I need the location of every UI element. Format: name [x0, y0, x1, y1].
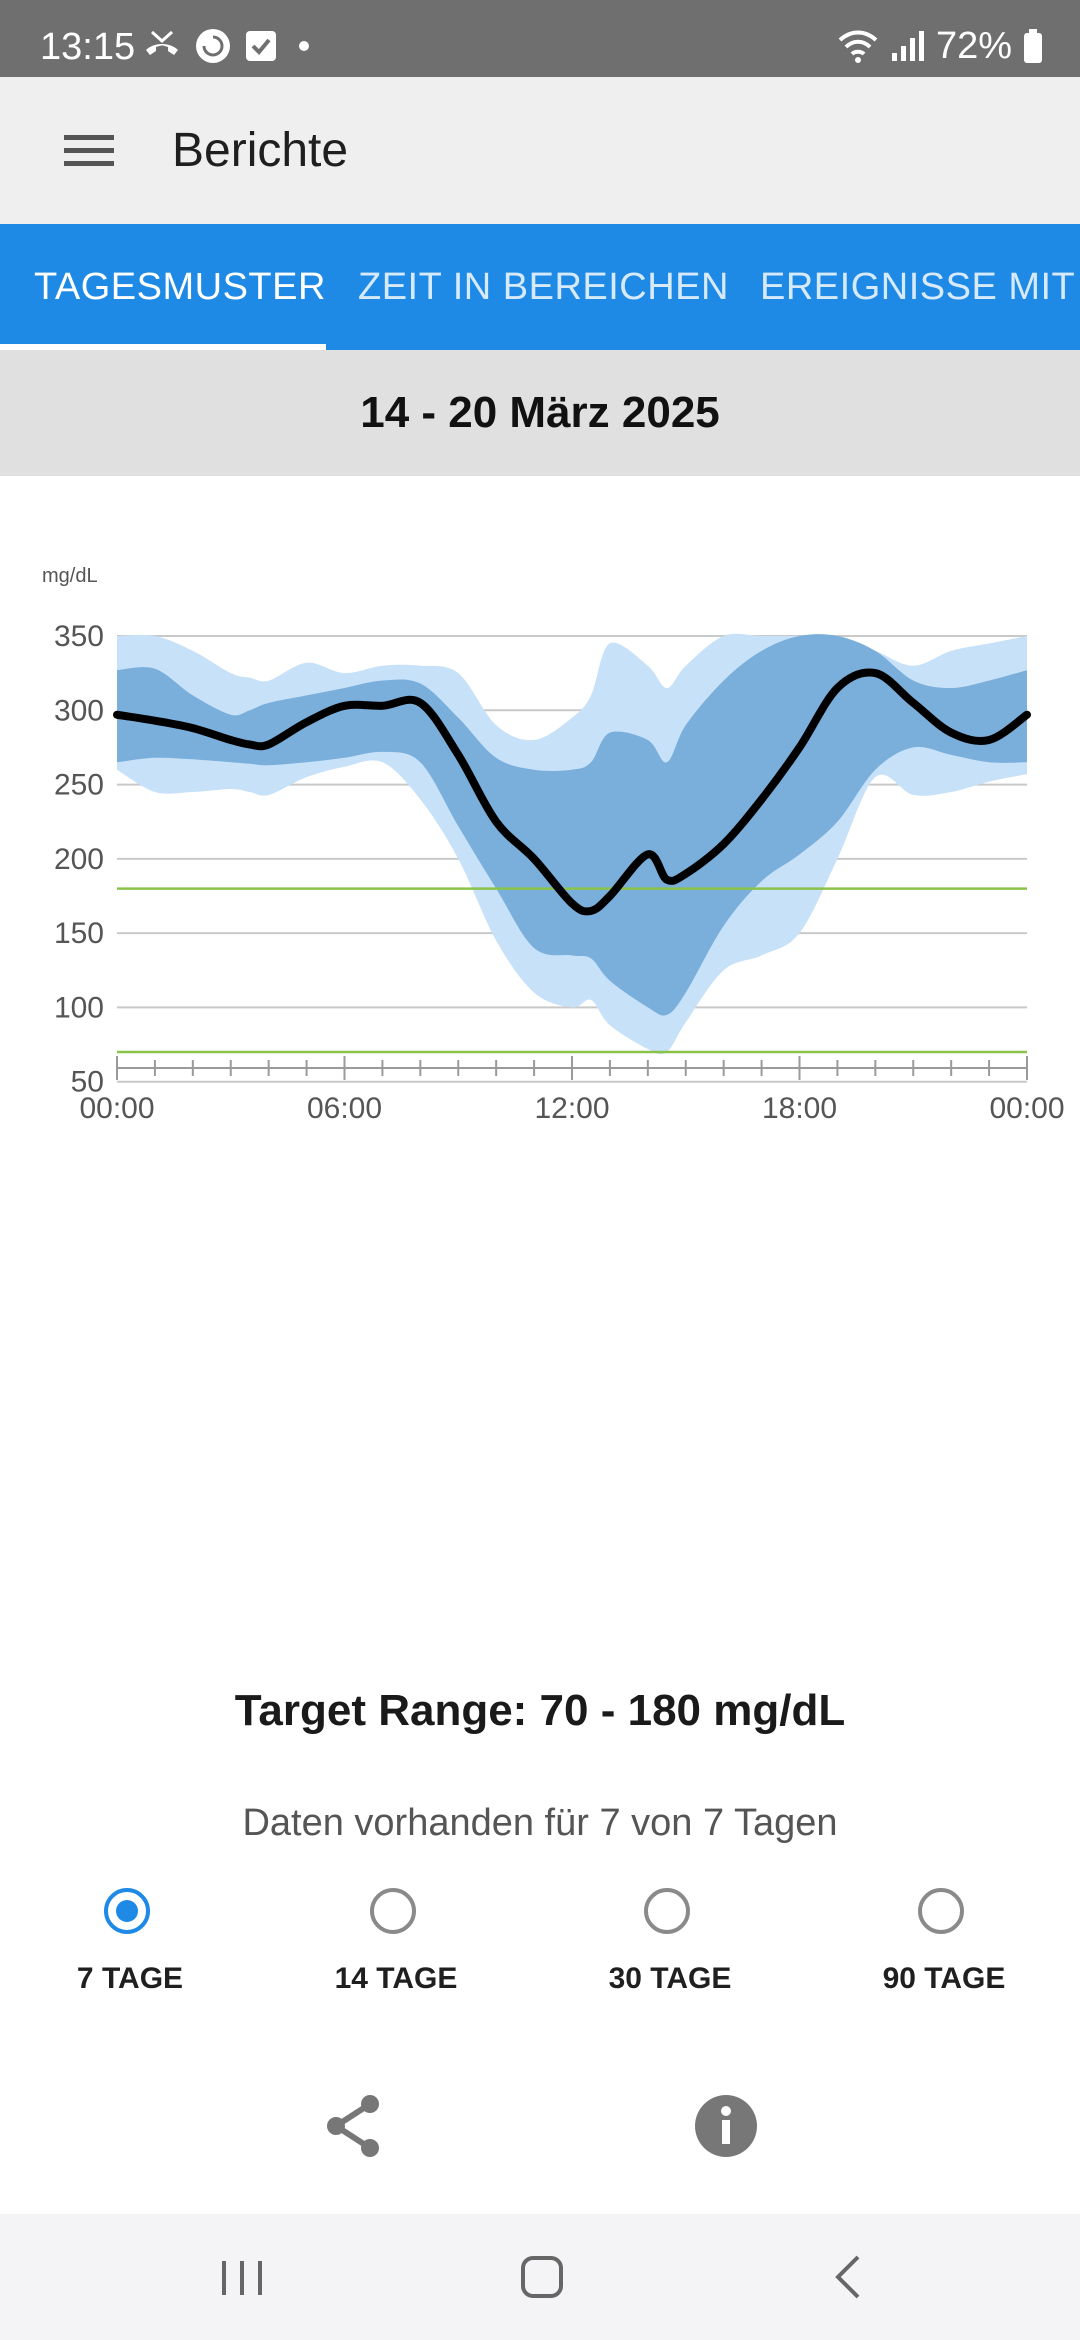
y-tick-label: 100 — [54, 991, 104, 1024]
app-bar: Berichte — [0, 77, 1080, 224]
back-icon — [835, 2255, 860, 2299]
y-axis-label: mg/dL — [42, 565, 98, 587]
period-label-30: 30 TAGE — [608, 1962, 732, 1995]
date-range-header: 14 - 20 März 2025 — [0, 350, 1080, 476]
status-right: 72% — [836, 24, 1044, 67]
info-icon — [695, 2095, 757, 2157]
period-option-30[interactable]: 30 TAGE — [550, 1888, 790, 2008]
glucose-chart-svg: mg/dL 50 100 150 200 250 300 350 00:00 06:00 12:… — [42, 565, 1065, 1125]
tab-bar: TAGESMUSTER ZEIT IN BEREICHEN EREIGNISSE… — [0, 224, 1080, 350]
active-tab-indicator — [0, 344, 326, 350]
tab-tagesmuster[interactable]: TAGESMUSTER — [34, 266, 326, 308]
home-icon — [521, 2256, 563, 2298]
period-label-90: 90 TAGE — [882, 1962, 1006, 1995]
x-tick-label: 12:00 — [534, 1092, 609, 1125]
median-line — [113, 668, 1031, 916]
radio-30[interactable] — [644, 1888, 690, 1934]
recent-apps-button[interactable] — [212, 2247, 272, 2307]
period-label-14: 14 TAGE — [334, 1962, 458, 1995]
x-tick-label: 06:00 — [307, 1092, 382, 1125]
y-tick-label: 200 — [54, 843, 104, 876]
back-button[interactable] — [820, 2247, 880, 2307]
y-tick-label: 150 — [54, 917, 104, 950]
notification-icons — [142, 26, 314, 66]
radio-14[interactable] — [370, 1888, 416, 1934]
y-tick-labels: 50 100 150 200 250 300 350 — [54, 620, 104, 1099]
home-button[interactable] — [512, 2247, 572, 2307]
inner-percentile-band — [117, 634, 1027, 1016]
battery-icon — [1024, 29, 1042, 63]
target-range-label: Target Range: 70 - 180 mg/dL — [234, 1686, 846, 1735]
circle-app-icon — [196, 29, 230, 63]
x-tick-label: 00:00 — [989, 1092, 1064, 1125]
system-navigation-bar — [0, 2214, 1080, 2340]
x-axis: 00:00 06:00 12:00 18:00 00:00 — [79, 1056, 1065, 1125]
period-option-90[interactable]: 90 TAGE — [824, 1888, 1064, 2008]
tab-zeit-in-bereichen[interactable]: ZEIT IN BEREICHEN — [358, 266, 729, 308]
x-tick-label: 18:00 — [762, 1092, 837, 1125]
data-availability-text: Daten vorhanden für 7 von 7 Tagen — [242, 1802, 838, 1844]
status-bar: 13:15 72% — [0, 0, 1080, 77]
tab-ereignisse[interactable]: EREIGNISSE MIT N — [760, 266, 1080, 308]
share-icon — [327, 2095, 379, 2157]
target-lines — [117, 887, 1027, 1054]
checkbox-notification-icon — [246, 31, 276, 61]
recent-apps-icon — [222, 2261, 262, 2295]
x-tick-label: 00:00 — [79, 1092, 154, 1125]
y-tick-label: 300 — [54, 694, 104, 727]
dot-icon — [299, 41, 309, 51]
period-option-7[interactable]: 7 TAGE — [10, 1888, 250, 2008]
signal-icon — [891, 31, 924, 61]
y-tick-label: 250 — [54, 769, 104, 802]
share-button[interactable] — [318, 2090, 390, 2162]
radio-90[interactable] — [918, 1888, 964, 1934]
battery-percentage: 72% — [935, 24, 1012, 67]
hamburger-menu-icon — [64, 135, 114, 166]
radio-7-checked[interactable] — [104, 1888, 150, 1934]
info-button[interactable] — [692, 2092, 760, 2160]
missed-call-icon — [146, 30, 178, 55]
date-range: 14 - 20 März 2025 — [360, 388, 720, 437]
page-title: Berichte — [172, 124, 349, 177]
menu-button[interactable] — [52, 119, 126, 183]
period-option-14[interactable]: 14 TAGE — [276, 1888, 516, 2008]
period-label-7: 7 TAGE — [76, 1962, 184, 1995]
wifi-icon — [838, 30, 878, 63]
daily-pattern-chart: mg/dL 50 100 150 200 250 300 350 00:00 06:00 12:… — [0, 476, 1080, 1606]
y-tick-label: 350 — [54, 620, 104, 653]
status-time: 13:15 — [40, 26, 136, 68]
y-tick-label: 50 — [71, 1066, 104, 1099]
